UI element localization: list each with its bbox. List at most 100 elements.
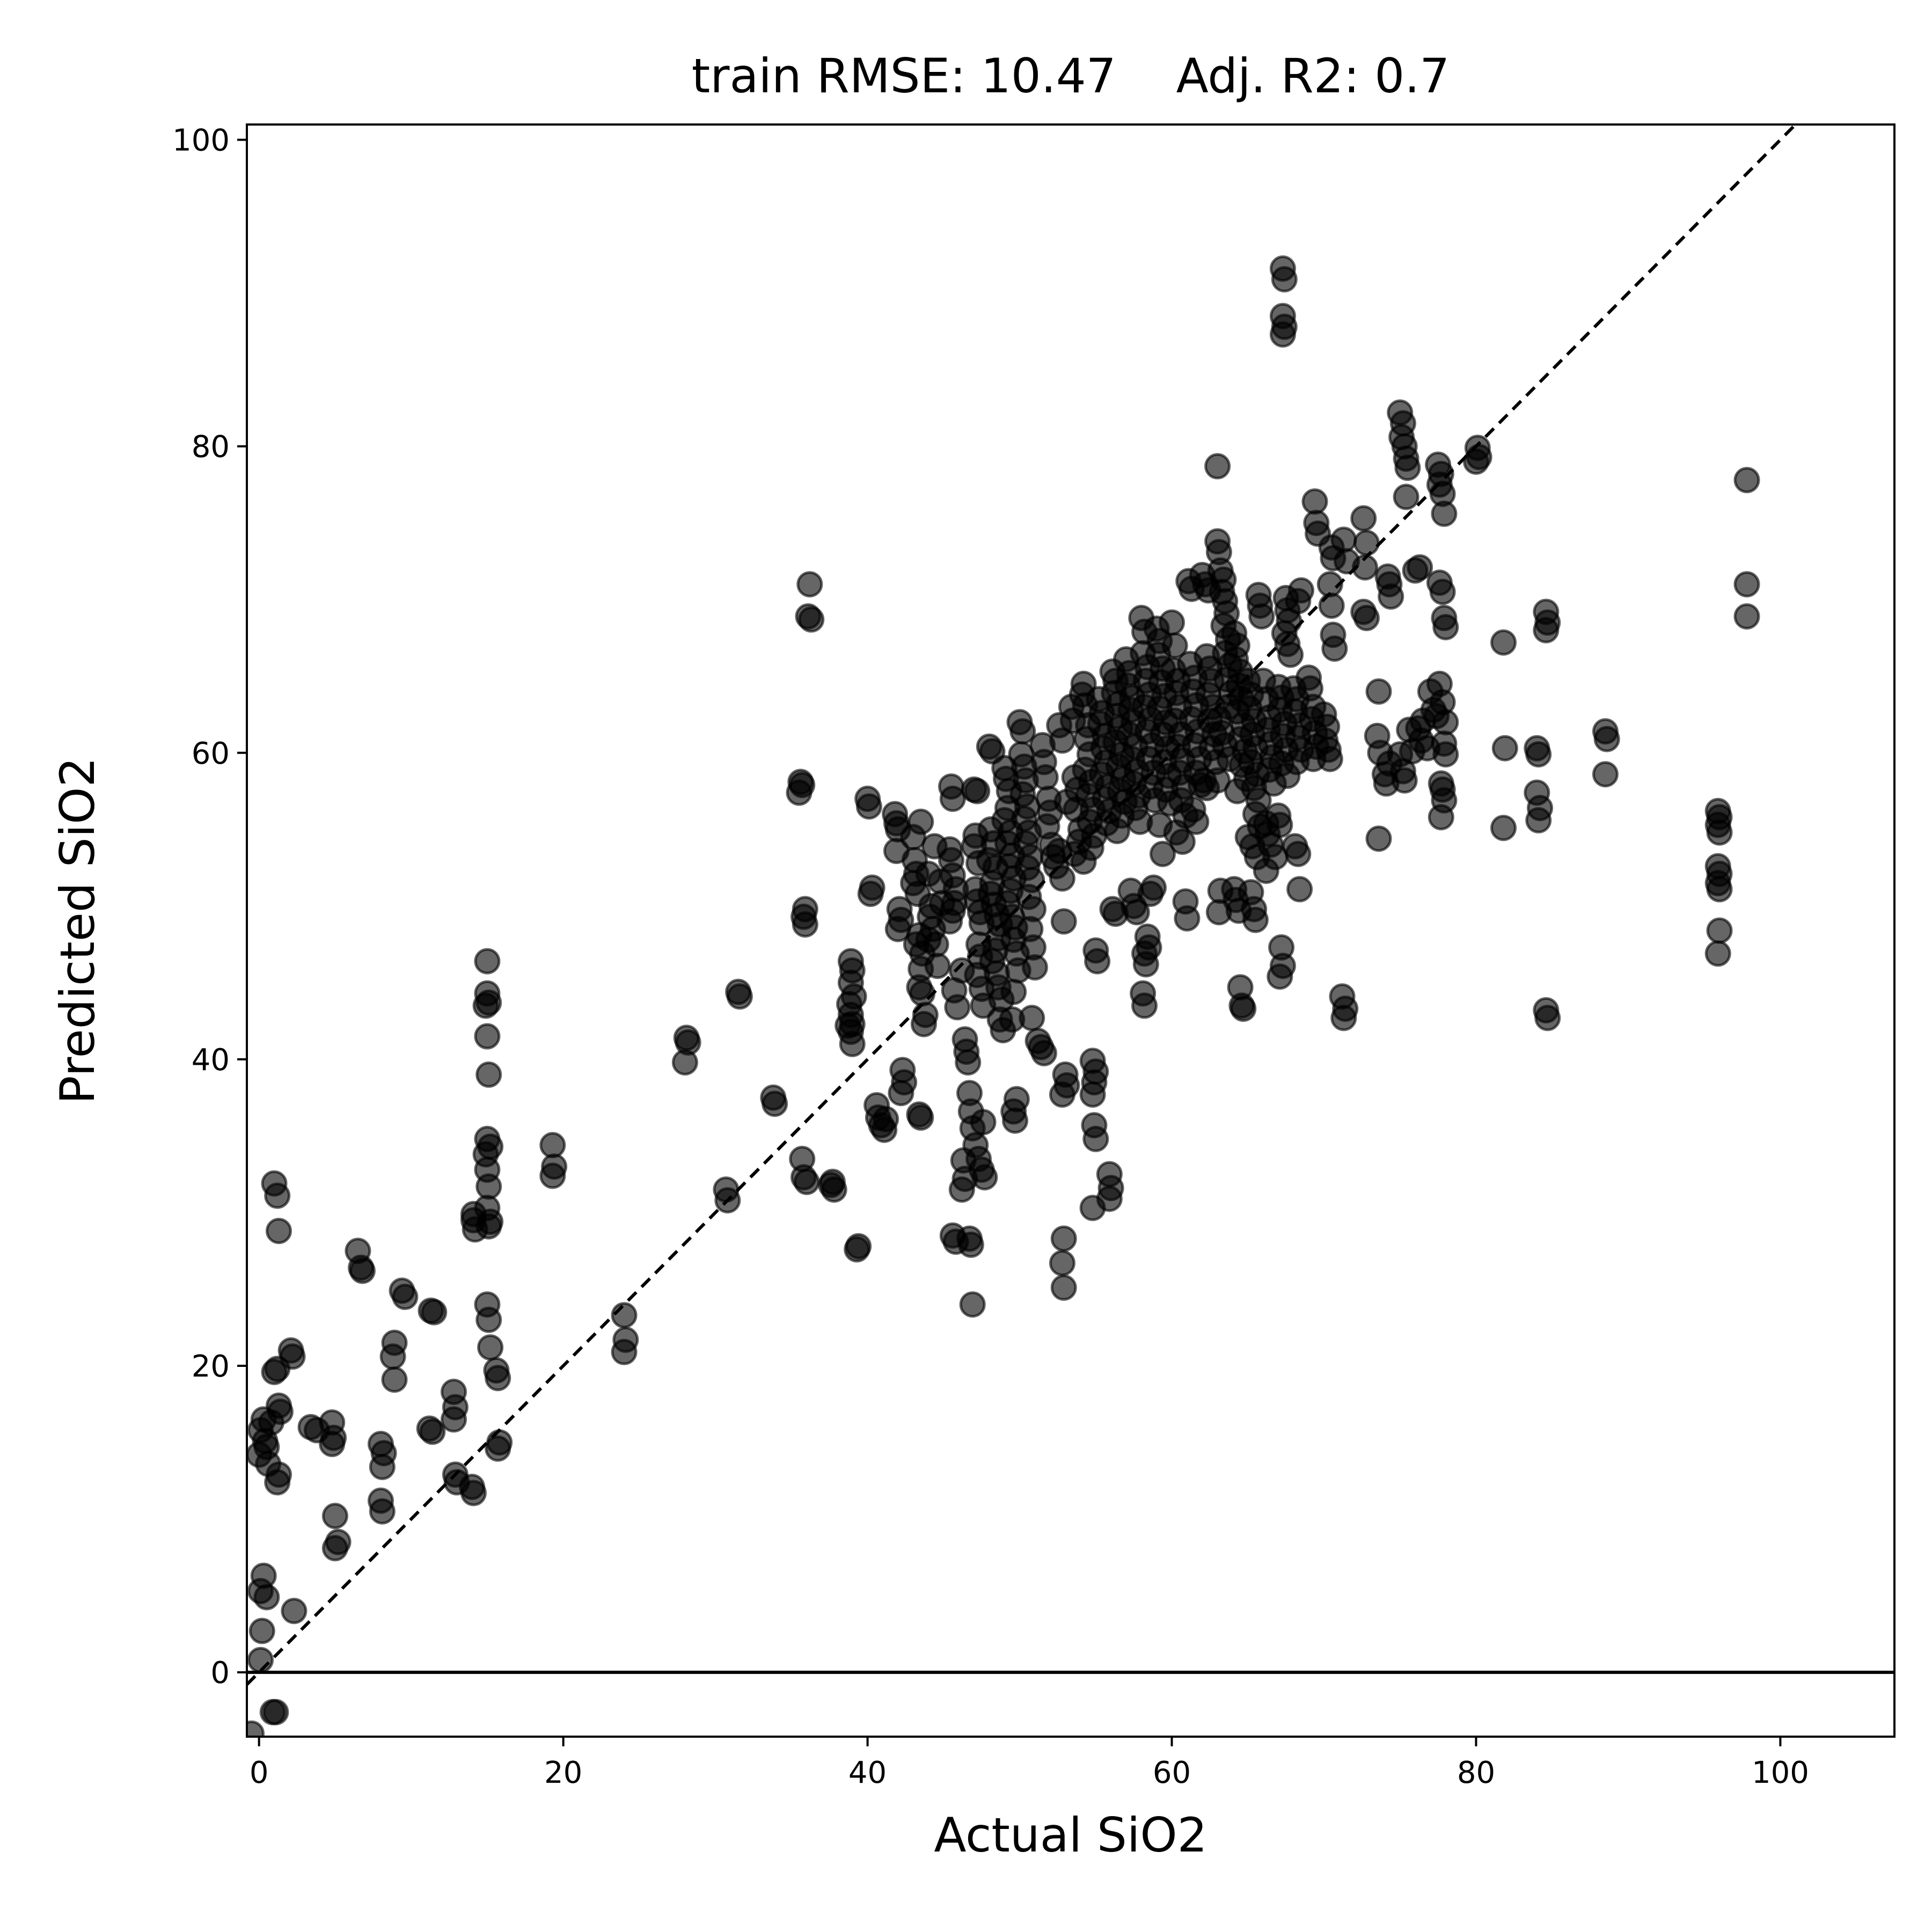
data-point bbox=[539, 1162, 566, 1189]
data-point bbox=[1704, 940, 1731, 967]
x-tick-label: 80 bbox=[1457, 1755, 1495, 1790]
data-point bbox=[1271, 266, 1298, 292]
y-tick-label: 60 bbox=[192, 736, 230, 771]
data-point bbox=[1301, 488, 1328, 515]
data-point bbox=[1490, 629, 1517, 656]
data-point bbox=[857, 881, 884, 907]
data-point bbox=[762, 1091, 788, 1117]
data-point bbox=[1463, 448, 1489, 475]
data-point bbox=[792, 911, 818, 938]
data-point bbox=[369, 1453, 396, 1480]
data-point bbox=[1318, 592, 1345, 619]
data-point bbox=[1490, 815, 1517, 841]
data-point bbox=[475, 1213, 502, 1240]
data-point bbox=[477, 1334, 504, 1361]
y-tick-label: 100 bbox=[172, 123, 230, 158]
data-point bbox=[1285, 840, 1312, 867]
data-point bbox=[1002, 1107, 1028, 1134]
y-tick-label: 40 bbox=[192, 1043, 230, 1078]
data-point bbox=[321, 1503, 348, 1529]
data-point bbox=[1429, 579, 1456, 605]
data-point bbox=[1253, 858, 1279, 884]
data-point bbox=[475, 1173, 502, 1200]
data-point bbox=[279, 1343, 306, 1370]
data-point bbox=[419, 1418, 446, 1445]
data-point bbox=[1365, 825, 1392, 852]
data-point bbox=[1123, 899, 1150, 926]
y-tick-label: 20 bbox=[192, 1349, 230, 1384]
data-point bbox=[888, 1080, 914, 1107]
data-point bbox=[1733, 603, 1760, 630]
data-point bbox=[959, 1291, 986, 1318]
chart-title: train RMSE: 10.47 Adj. R2: 0.7 bbox=[692, 48, 1450, 104]
data-point bbox=[392, 1284, 419, 1310]
data-point bbox=[835, 1012, 861, 1039]
data-point bbox=[1733, 571, 1760, 598]
data-point bbox=[1432, 741, 1459, 768]
data-point bbox=[1285, 588, 1312, 614]
data-point bbox=[819, 1168, 846, 1195]
data-point bbox=[1533, 617, 1560, 643]
data-point bbox=[1525, 741, 1552, 768]
data-point bbox=[1230, 996, 1257, 1022]
data-point bbox=[1491, 735, 1518, 762]
data-point bbox=[1706, 819, 1733, 846]
data-point bbox=[1174, 905, 1201, 932]
data-point bbox=[1525, 807, 1552, 833]
data-point bbox=[1096, 1185, 1123, 1212]
data-point bbox=[247, 1720, 265, 1737]
data-point bbox=[267, 1399, 294, 1425]
data-point bbox=[1000, 978, 1027, 1005]
data-point bbox=[1030, 1040, 1057, 1066]
data-point bbox=[475, 1306, 502, 1333]
data-point bbox=[1353, 605, 1380, 631]
data-point bbox=[475, 1061, 502, 1088]
data-point bbox=[1131, 992, 1158, 1019]
data-point bbox=[1049, 1250, 1075, 1277]
data-point bbox=[1242, 906, 1269, 933]
data-point bbox=[1286, 876, 1313, 903]
data-point bbox=[485, 1365, 511, 1392]
x-tick-label: 0 bbox=[250, 1755, 269, 1790]
data-point bbox=[1136, 934, 1162, 961]
data-point bbox=[789, 772, 816, 799]
y-axis-label: Predicted SiO2 bbox=[50, 757, 105, 1104]
data-point bbox=[798, 606, 825, 633]
data-point bbox=[944, 994, 971, 1021]
data-point bbox=[948, 1176, 975, 1203]
data-point bbox=[1352, 554, 1378, 581]
data-point bbox=[1391, 767, 1418, 794]
data-point bbox=[939, 785, 966, 812]
data-point bbox=[1330, 526, 1357, 553]
data-point bbox=[1350, 505, 1377, 532]
data-point bbox=[1432, 709, 1459, 736]
data-point bbox=[379, 1343, 406, 1370]
data-point bbox=[1050, 1225, 1077, 1252]
data-point bbox=[349, 1257, 376, 1284]
data-point bbox=[1159, 609, 1185, 636]
data-point bbox=[381, 1366, 408, 1393]
y-tick-label: 80 bbox=[192, 430, 230, 465]
x-tick-label: 60 bbox=[1153, 1755, 1191, 1790]
data-point bbox=[1407, 554, 1433, 581]
data-point bbox=[611, 1302, 638, 1329]
data-point bbox=[1082, 1125, 1109, 1152]
data-point bbox=[1394, 455, 1421, 481]
data-point bbox=[1593, 726, 1620, 752]
x-tick-label: 100 bbox=[1752, 1755, 1809, 1790]
data-point bbox=[910, 1011, 937, 1037]
data-point bbox=[264, 1469, 291, 1496]
data-point bbox=[539, 1132, 566, 1159]
data-point bbox=[281, 1598, 308, 1624]
data-point bbox=[1169, 828, 1196, 855]
data-point bbox=[909, 980, 936, 1007]
data-point bbox=[474, 1023, 501, 1050]
plot-frame bbox=[246, 123, 1896, 1738]
data-point bbox=[1321, 635, 1348, 662]
data-point bbox=[266, 1218, 292, 1245]
data-point bbox=[1183, 808, 1210, 835]
data-point bbox=[1706, 876, 1733, 903]
data-point bbox=[1378, 583, 1404, 610]
data-point bbox=[247, 1646, 274, 1673]
